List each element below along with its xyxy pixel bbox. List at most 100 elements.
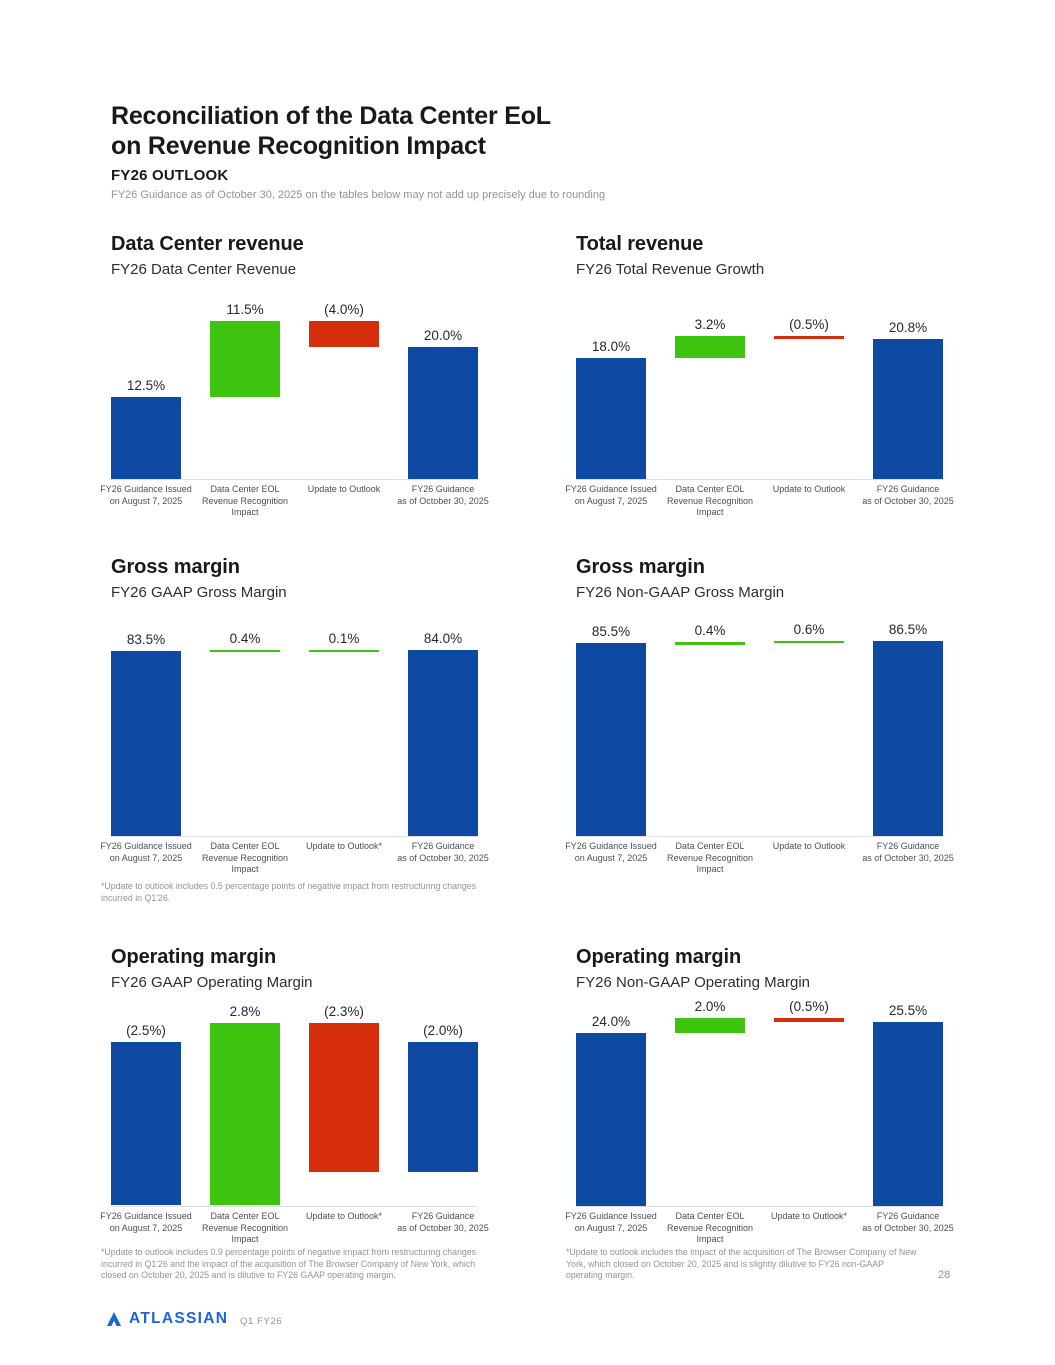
category-label: FY26 Guidance as of October 30, 2025	[397, 484, 489, 506]
bar-value-label: (0.5%)	[789, 999, 829, 1015]
plot-area: 83.5% 0.4% 0.1% 84.0%	[111, 631, 478, 837]
category-label: FY26 Guidance as of October 30, 2025	[862, 484, 954, 506]
category-label: Data Center EOL Revenue Recognition Impa…	[201, 1211, 289, 1244]
category-label: Update to Outlook*	[770, 1211, 848, 1221]
bar-value-label: 0.4%	[694, 623, 726, 639]
bar-value-label: 86.5%	[888, 621, 928, 637]
plot-area: 18.0% 3.2% (0.5%) 20.8%	[576, 317, 943, 480]
category-label: Update to Outlook	[772, 841, 846, 851]
chart-footnote: *Update to outlook includes 0.9 percenta…	[101, 1247, 477, 1280]
footer-brand: ATLASSIAN	[105, 1310, 228, 1328]
category-label: FY26 Guidance as of October 30, 2025	[397, 1211, 489, 1233]
waterfall-bar-blue	[873, 640, 943, 836]
chart-title: Gross margin	[111, 556, 240, 578]
plot-area: (2.5%) 2.8% (2.3%) (2.0%)	[111, 1004, 478, 1207]
waterfall-bar-green	[774, 640, 844, 644]
bar-value-label: 24.0%	[591, 1013, 631, 1029]
category-label: FY26 Guidance Issued on August 7, 2025	[100, 1211, 192, 1233]
bar-value-label: 85.5%	[591, 624, 631, 640]
bar-value-label: (2.0%)	[423, 1023, 463, 1039]
category-label: Update to Outlook*	[305, 1211, 383, 1221]
category-axis: FY26 Guidance Issued on August 7, 2025 Da…	[565, 484, 954, 524]
bar-value-label: (0.5%)	[789, 317, 829, 332]
page-title-line-2: on Revenue Recognition Impact	[111, 132, 486, 160]
category-label: Data Center EOL Revenue Recognition Impa…	[201, 841, 289, 874]
chart-subtitle: FY26 Non-GAAP Gross Margin	[576, 584, 785, 601]
category-label: FY26 Guidance Issued on August 7, 2025	[565, 841, 657, 863]
waterfall-bar-green	[675, 642, 745, 645]
waterfall-bar-red	[774, 1018, 844, 1023]
category-label: FY26 Guidance as of October 30, 2025	[862, 1211, 954, 1233]
waterfall-bar-blue	[576, 643, 646, 836]
brand-wordmark: ATLASSIAN	[129, 1310, 229, 1327]
chart-title: Gross margin	[576, 556, 705, 578]
bar-value-label: 2.0%	[694, 999, 726, 1015]
bar-value-label: 0.1%	[328, 630, 360, 646]
bar-value-label: 12.5%	[126, 377, 166, 393]
plot-area: 12.5% 11.5% (4.0%) 20.0%	[111, 302, 478, 480]
bar-value-label: 3.2%	[694, 317, 726, 332]
category-label: Data Center EOL Revenue Recognition Impa…	[666, 1211, 754, 1244]
category-label: FY26 Guidance Issued on August 7, 2025	[565, 484, 657, 506]
category-label: Data Center EOL Revenue Recognition Impa…	[201, 484, 289, 517]
report-period-label: Q1 FY26	[240, 1316, 283, 1327]
category-label: FY26 Guidance Issued on August 7, 2025	[100, 841, 192, 863]
bar-value-label: 0.4%	[229, 630, 261, 646]
chart-title: Operating margin	[576, 946, 742, 968]
bar-value-label: 25.5%	[888, 1003, 928, 1019]
waterfall-bar-blue	[408, 1042, 478, 1173]
chart-subtitle: FY26 GAAP Gross Margin	[111, 584, 287, 601]
bar-value-label: (2.5%)	[126, 1023, 166, 1039]
atlassian-logo-icon	[106, 1311, 122, 1327]
chart-title: Operating margin	[111, 946, 277, 968]
waterfall-bar-green	[675, 1018, 745, 1033]
bar-value-label: 18.0%	[591, 338, 631, 354]
bar-value-label: 2.8%	[229, 1003, 261, 1019]
plot-area: 85.5% 0.4% 0.6% 86.5%	[576, 622, 943, 837]
page-title-line-1: Reconciliation of the Data Center EoL	[111, 102, 551, 130]
bar-value-label: (2.3%)	[324, 1003, 364, 1019]
waterfall-bar-blue	[873, 338, 943, 479]
category-axis: FY26 Guidance Issued on August 7, 2025 Da…	[565, 841, 954, 881]
waterfall-bar-blue	[873, 1022, 943, 1206]
category-label: FY26 Guidance Issued on August 7, 2025	[100, 484, 192, 506]
category-label: Data Center EOL Revenue Recognition Impa…	[666, 484, 754, 517]
waterfall-bar-blue	[408, 649, 478, 836]
waterfall-bar-red	[309, 321, 379, 348]
chart-title: Total revenue	[576, 233, 704, 255]
chart-subtitle: FY26 GAAP Operating Margin	[111, 974, 313, 991]
waterfall-bar-blue	[111, 396, 181, 479]
category-label: Update to Outlook*	[305, 841, 383, 851]
chart-footnote: *Update to outlook includes the impact o…	[566, 1247, 917, 1280]
bar-value-label: 84.0%	[423, 630, 463, 646]
category-label: Update to Outlook	[307, 484, 381, 494]
category-axis: FY26 Guidance Issued on August 7, 2025 Da…	[100, 484, 489, 524]
waterfall-bar-green	[210, 321, 280, 397]
page-number: 28	[938, 1269, 951, 1281]
outlook-label: FY26 OUTLOOK	[111, 167, 229, 184]
chart-subtitle: FY26 Data Center Revenue	[111, 261, 297, 278]
category-axis: FY26 Guidance Issued on August 7, 2025 Da…	[100, 841, 489, 881]
chart-title: Data Center revenue	[111, 233, 304, 255]
waterfall-bar-blue	[576, 1032, 646, 1206]
rounding-note: FY26 Guidance as of October 30, 2025 on …	[111, 189, 606, 201]
category-label: FY26 Guidance Issued on August 7, 2025	[565, 1211, 657, 1233]
page-title: Reconciliation of the Data Center EoL on…	[111, 101, 551, 161]
category-axis: FY26 Guidance Issued on August 7, 2025 Da…	[100, 1211, 489, 1251]
waterfall-bar-red	[309, 1022, 379, 1173]
category-axis: FY26 Guidance Issued on August 7, 2025 Da…	[565, 1211, 954, 1251]
category-label: FY26 Guidance as of October 30, 2025	[862, 841, 954, 863]
waterfall-bar-blue	[408, 347, 478, 479]
waterfall-bar-blue	[111, 650, 181, 836]
bar-value-label: (4.0%)	[324, 302, 364, 317]
bar-value-label: 83.5%	[126, 631, 166, 647]
category-label: Update to Outlook	[772, 484, 846, 494]
category-label: FY26 Guidance as of October 30, 2025	[397, 841, 489, 863]
waterfall-bar-green	[210, 649, 280, 653]
chart-subtitle: FY26 Total Revenue Growth	[576, 261, 765, 278]
waterfall-bar-red	[774, 336, 844, 340]
category-label: Data Center EOL Revenue Recognition Impa…	[666, 841, 754, 874]
waterfall-bar-green	[675, 336, 745, 358]
waterfall-bar-blue	[576, 357, 646, 479]
bar-value-label: 20.8%	[888, 319, 928, 335]
